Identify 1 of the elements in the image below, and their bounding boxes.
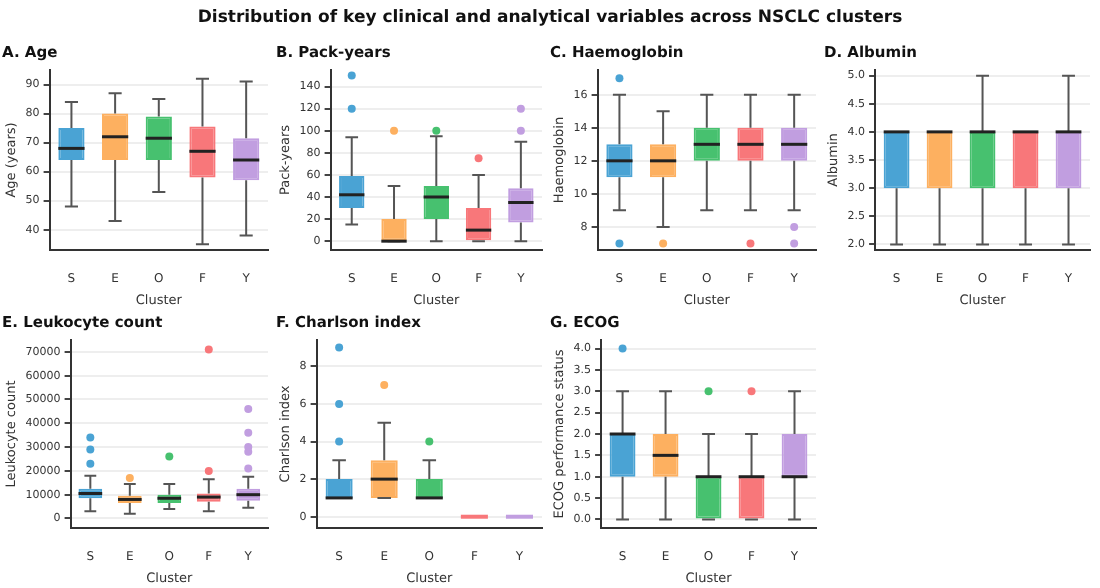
text: Distribution of key clinical and analytical variables across NSCLC clusters (195, 6, 905, 30)
